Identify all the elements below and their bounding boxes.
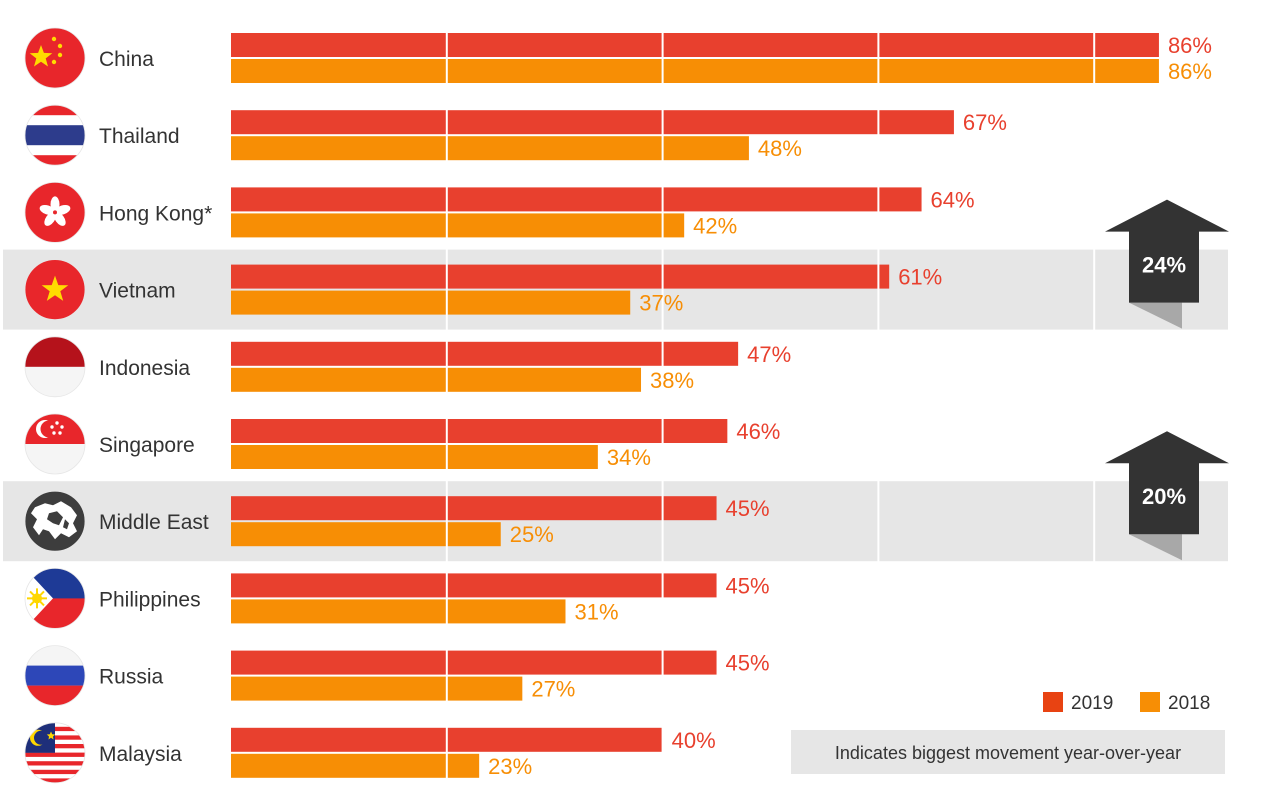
bar-middle-east-2019 [231, 496, 717, 521]
arrow-label-vietnam: 24% [1142, 253, 1186, 278]
value-label-thailand-2019: 67% [963, 110, 1007, 135]
note-box [791, 730, 1225, 774]
legend-swatch-2018 [1140, 692, 1160, 712]
bar-philippines-2018 [231, 599, 566, 624]
value-label-indonesia-2019: 47% [747, 342, 791, 367]
bar-vietnam-2018 [231, 290, 631, 315]
value-label-philippines-2018: 31% [574, 599, 618, 624]
category-label-malaysia: Malaysia [99, 743, 182, 766]
note-text: Indicates biggest movement year-over-yea… [835, 743, 1181, 763]
indonesia-flag-icon [24, 336, 86, 398]
value-label-russia-2018: 27% [531, 677, 575, 702]
value-label-russia-2019: 45% [726, 651, 770, 676]
up-arrow-middle-east [1105, 431, 1229, 535]
value-label-singapore-2018: 34% [607, 445, 651, 470]
thailand-flag-icon [24, 104, 86, 166]
value-label-vietnam-2018: 37% [639, 291, 683, 316]
category-label-china: China [99, 48, 154, 71]
malaysia-flag-icon [24, 722, 86, 784]
legend-swatch-2019 [1043, 692, 1063, 712]
bar-vietnam-2019 [231, 264, 890, 289]
category-label-middle-east: Middle East [99, 511, 209, 534]
russia-flag-icon [24, 645, 86, 706]
value-label-malaysia-2018: 23% [488, 754, 532, 779]
bar-malaysia-2018 [231, 753, 480, 778]
category-label-indonesia: Indonesia [99, 357, 190, 380]
value-label-vietnam-2019: 61% [898, 265, 942, 290]
bar-singapore-2019 [231, 419, 728, 443]
highlight-band-middle-east [3, 481, 1228, 562]
category-label-russia: Russia [99, 666, 164, 689]
value-label-china-2018: 86% [1168, 59, 1212, 84]
bar-china-2018 [231, 59, 1159, 83]
bar-thailand-2019 [231, 110, 954, 135]
category-label-vietnam: Vietnam [99, 280, 176, 303]
value-label-hong-kong-2018: 42% [693, 213, 737, 238]
legend-label-2019: 2019 [1071, 693, 1113, 714]
bar-russia-2019 [231, 650, 717, 675]
value-label-thailand-2018: 48% [758, 136, 802, 161]
bar-philippines-2019 [231, 573, 717, 598]
value-label-china-2019: 86% [1168, 33, 1212, 58]
category-label-philippines: Philippines [99, 588, 201, 611]
vietnam-flag-icon [24, 259, 86, 321]
category-label-hong-kong: Hong Kong* [99, 202, 212, 225]
value-label-hong-kong-2019: 64% [931, 187, 975, 212]
category-label-singapore: Singapore [99, 434, 195, 457]
arrow-label-middle-east: 20% [1142, 484, 1186, 509]
singapore-flag-icon [24, 413, 86, 475]
bar-russia-2018 [231, 676, 523, 701]
arrow-shadow-vietnam [1129, 302, 1182, 329]
value-label-singapore-2019: 46% [736, 419, 780, 444]
philippines-flag-icon [24, 568, 86, 629]
bar-middle-east-2018 [231, 522, 501, 547]
bar-china-2019 [231, 33, 1159, 57]
value-label-middle-east-2018: 25% [510, 522, 554, 547]
bar-hong-kong-2018 [231, 213, 685, 238]
middle-east-map-icon [24, 490, 86, 552]
arrow-shadow-middle-east [1129, 534, 1182, 561]
china-flag-icon [24, 27, 86, 89]
value-label-middle-east-2019: 45% [726, 496, 770, 521]
hong-kong-flag-icon [24, 181, 86, 243]
bar-thailand-2018 [231, 136, 749, 161]
value-label-philippines-2019: 45% [726, 573, 770, 598]
value-label-indonesia-2018: 38% [650, 368, 694, 393]
bar-indonesia-2019 [231, 341, 739, 366]
bar-hong-kong-2019 [231, 187, 922, 212]
bar-indonesia-2018 [231, 367, 642, 392]
legend-label-2018: 2018 [1168, 693, 1210, 714]
up-arrow-vietnam [1105, 199, 1229, 303]
value-label-malaysia-2019: 40% [672, 728, 716, 753]
highlight-band-vietnam [3, 249, 1228, 330]
category-label-thailand: Thailand [99, 125, 180, 148]
bar-singapore-2018 [231, 445, 598, 469]
